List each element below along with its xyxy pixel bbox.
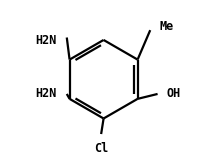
Text: H2N: H2N	[36, 87, 57, 100]
Text: Me: Me	[159, 20, 173, 33]
Text: Cl: Cl	[94, 142, 108, 155]
Text: OH: OH	[167, 87, 181, 100]
Text: H2N: H2N	[36, 34, 57, 47]
